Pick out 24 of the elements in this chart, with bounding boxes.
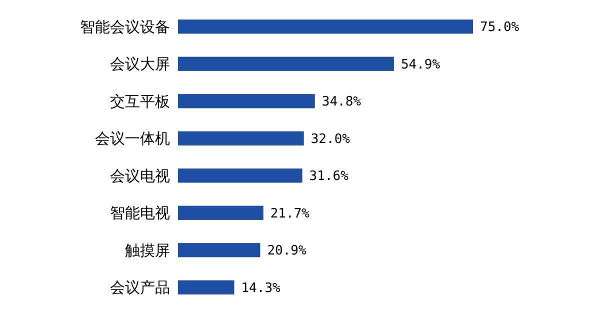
data-label: 32.0% [310,132,350,147]
bar [178,243,260,258]
bar [178,56,394,71]
y-tick-label: 交互平板 [110,92,170,110]
y-tick-label: 会议大屏 [110,55,170,74]
bar [178,280,234,294]
y-tick-label: 智能电视 [110,204,170,222]
y-tick-label: 智能会议设备 [80,18,170,36]
bar [178,94,315,108]
data-label: 75.0% [480,20,520,36]
data-label: 34.8% [322,94,362,110]
bar [178,20,473,34]
y-tick-label: 会议电视 [110,166,170,185]
data-label: 14.3% [241,280,281,296]
y-tick-label: 会议产品 [110,278,170,297]
data-label: 21.7% [270,206,310,222]
data-label: 54.9% [400,57,440,72]
bar [178,206,264,220]
bar [178,131,304,146]
y-tick-label: 触摸屏 [125,241,170,260]
data-label: 20.9% [267,244,307,259]
data-label: 31.6% [309,169,349,184]
y-tick-label: 会议一体机 [95,130,170,148]
bar [178,168,302,183]
